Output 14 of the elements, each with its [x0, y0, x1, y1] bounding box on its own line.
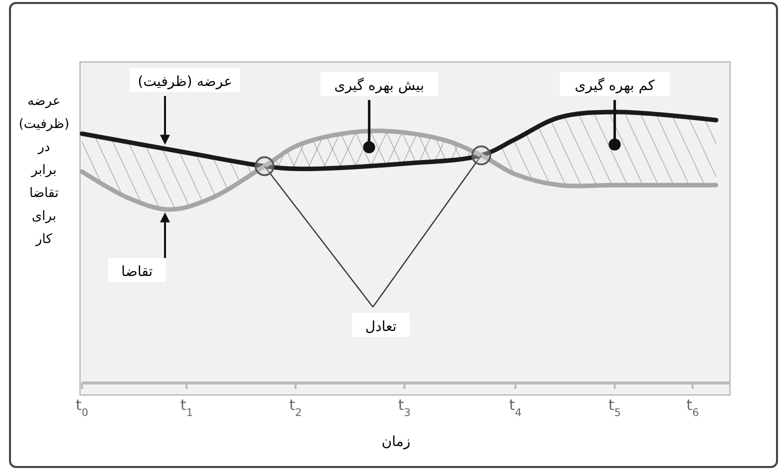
x-axis-title: زمان — [382, 434, 410, 450]
annotation: تقاضا — [121, 264, 153, 280]
annotation: کم بهره گیری — [574, 77, 655, 94]
x-tick-label: t$_{2}$ — [289, 396, 302, 419]
x-tick-label: t$_{1}$ — [180, 396, 193, 419]
x-tick-label: t$_{4}$ — [509, 396, 522, 419]
text: عرضه (ظرفیت) — [138, 74, 232, 90]
x-tick-label: t$_{5}$ — [608, 396, 621, 419]
x-tick-label: t$_{0}$ — [76, 396, 88, 419]
x-tick-label: t$_{3}$ — [398, 396, 411, 419]
x-tick-label: t$_{6}$ — [686, 396, 700, 419]
annotation: تعادل — [365, 319, 397, 335]
annotation: بیش بهره گیری — [334, 77, 424, 94]
y-axis-title: عرضه (ظرفیت) در برابر تقاضا برای کار — [18, 94, 70, 247]
